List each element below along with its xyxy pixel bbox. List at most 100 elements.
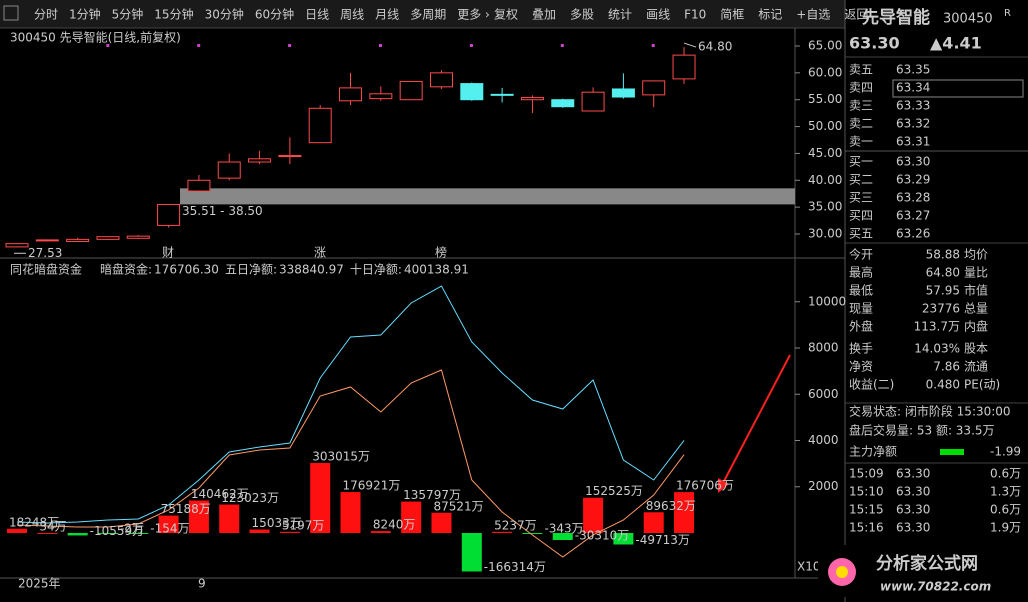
order-row: 卖三 [849, 99, 873, 113]
tab[interactable]: 更多 › [457, 8, 490, 22]
bar [461, 532, 482, 572]
trade-row: 63.30 [896, 485, 930, 499]
tab[interactable]: 30分钟 [205, 7, 244, 22]
candle-body [611, 88, 635, 98]
stat-label: 总量 [964, 302, 988, 316]
value-label: 303015万 [312, 449, 370, 463]
stat-value: 7.86 [933, 360, 960, 374]
value-label: 18248万 [9, 515, 59, 529]
tab[interactable]: 分时 [34, 8, 58, 22]
tab[interactable]: 1分钟 [69, 7, 101, 22]
y-tick-label: 55.00 [808, 92, 842, 106]
bar [310, 462, 331, 533]
stat-value: 57.95 [926, 284, 960, 298]
y-tick-label: 8000 [808, 341, 839, 355]
tab[interactable]: 60分钟 [255, 7, 294, 22]
legend-name: 五日净额: [225, 263, 277, 277]
candle-body [551, 99, 575, 108]
menu-icon[interactable] [3, 5, 19, 21]
dot [560, 44, 564, 47]
event-marker: 财 [162, 246, 174, 260]
order-row: 63.29 [896, 173, 930, 187]
order-row: 卖一 [849, 135, 873, 149]
tab[interactable]: 多周期 [410, 8, 446, 22]
tab[interactable]: 周线 [340, 8, 364, 22]
main-indicator [940, 449, 964, 455]
y-tick-label: 10000 [808, 294, 846, 308]
stat-value: 0.480 [926, 378, 960, 392]
stat-value: 14.03% [914, 342, 960, 356]
value-label: 135797万 [403, 488, 461, 502]
order-row: 买五 [849, 227, 873, 241]
value-label: 89632万 [646, 499, 696, 513]
candle-body [339, 87, 363, 102]
tool-button[interactable]: 简框 [720, 8, 744, 22]
order-row: 卖五 [849, 63, 873, 77]
value-label: -166314万 [484, 560, 546, 574]
stat-label: 股本 [964, 342, 988, 356]
stat-label: 换手 [849, 342, 873, 356]
arrow-head [718, 478, 729, 493]
tool-button[interactable]: +自选 [796, 8, 830, 22]
stock-name: 先导智能 [862, 7, 930, 28]
order-row: 63.34 [896, 81, 930, 95]
candle-body [126, 235, 150, 239]
bar [522, 532, 543, 534]
value-label: -49713万 [635, 533, 690, 547]
badge: R [1004, 8, 1011, 19]
y-tick-label: 30.00 [808, 226, 842, 240]
trade-row: 63.30 [896, 503, 930, 517]
candle-body [369, 93, 393, 100]
candle-body [278, 155, 302, 158]
tool-button[interactable]: 标记 [758, 8, 782, 22]
candle-body [217, 161, 241, 179]
tool-button[interactable]: 多股 [570, 8, 594, 22]
trade-row: 1.9万 [990, 521, 1021, 535]
stat-value: 23776 [922, 302, 960, 316]
tab[interactable]: 5分钟 [112, 7, 144, 22]
value-label: 15033万 [252, 516, 302, 530]
candle-body [672, 54, 696, 80]
bar [188, 500, 209, 533]
bar [279, 531, 300, 533]
dot [288, 44, 292, 47]
tool-button[interactable]: 统计 [608, 8, 632, 22]
tool-button[interactable]: F10 [684, 8, 706, 22]
tool-button[interactable]: 复权 [494, 8, 518, 22]
stat-label: 收益(二) [849, 378, 894, 392]
tab[interactable]: 日线 [305, 8, 329, 22]
tool-button[interactable]: 返回 [844, 8, 868, 22]
y-tick-label: 50.00 [808, 119, 842, 133]
value-label: -2万 [120, 521, 144, 535]
watermark-name: 分析家公式网 [876, 553, 978, 574]
low-label: 27.53 [28, 246, 62, 260]
stock-code: 300450 [943, 12, 993, 27]
watermark-url: www.70822.com [880, 580, 991, 594]
kline-title: 300450 先导智能(日线,前复权) [10, 30, 181, 45]
stat-label: PE(动) [964, 378, 1000, 392]
candle-body [520, 97, 544, 101]
arrow [721, 354, 791, 486]
order-row: 卖四 [849, 81, 873, 95]
high-label: 64.80 [698, 40, 732, 54]
zone-label: 35.51 - 38.50 [182, 204, 263, 218]
trade-row: 0.6万 [990, 467, 1021, 481]
fund-title: 同花暗盘资金 [10, 262, 82, 277]
tab[interactable]: 月线 [375, 8, 399, 22]
trade-row: 63.30 [896, 521, 930, 535]
event-marker: 涨 [314, 245, 326, 260]
stat-label: 均价 [964, 248, 988, 262]
bar [583, 497, 604, 533]
trade-row: 15:10 [849, 485, 884, 499]
bar [249, 529, 270, 533]
candle-body [187, 179, 211, 192]
change: ▲4.41 [930, 34, 982, 53]
stat-label: 最低 [849, 284, 873, 298]
stat-label: 市值 [964, 283, 988, 298]
legend-value: 338840.97 [279, 263, 344, 277]
tab[interactable]: 15分钟 [154, 7, 193, 22]
tool-button[interactable]: 叠加 [532, 8, 556, 22]
tool-button[interactable]: 画线 [646, 8, 670, 22]
stat-label: 流通 [964, 360, 988, 374]
toolbar [0, 0, 845, 28]
